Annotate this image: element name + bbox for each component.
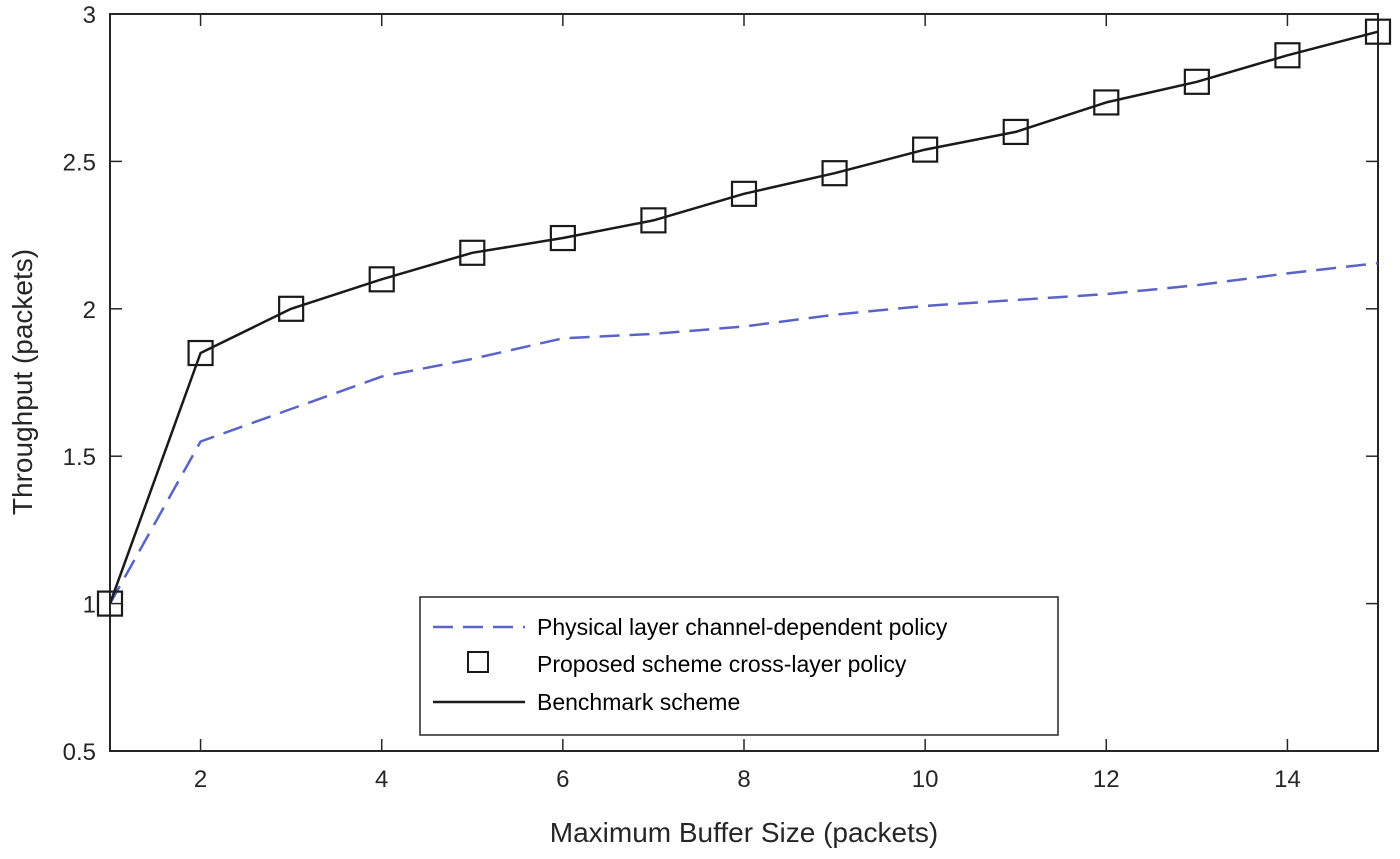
marker-point [187, 339, 214, 367]
x-tick-label: 12 [1093, 766, 1120, 793]
marker-point [1274, 42, 1301, 69]
y-tick-label: 2 [83, 297, 96, 324]
x-axis-title: Maximum Buffer Size (packets) [550, 817, 939, 848]
marker-point [278, 295, 305, 322]
series-line-2 [108, 30, 1379, 605]
x-tick-label: 14 [1274, 766, 1301, 793]
y-tick-label: 3 [83, 2, 96, 29]
legend-label-markers: Proposed scheme cross-layer policy [537, 651, 907, 677]
marker-point [640, 207, 667, 234]
y-tick-label: 1.5 [63, 444, 96, 471]
marker-point [821, 160, 848, 187]
marker-point [549, 224, 576, 252]
marker-point [912, 136, 939, 163]
marker-point [1002, 118, 1029, 146]
y-tick-label: 1 [83, 592, 96, 619]
marker-point [1183, 68, 1210, 95]
legend: Physical layer channel-dependent policy … [419, 596, 1059, 736]
series-layer [96, 18, 1392, 617]
ticks-layer: 2 4 6 8 10 12 14 0.5 1 1.5 2 2.5 3 [63, 2, 1378, 793]
y-tick-label: 2.5 [63, 149, 96, 176]
legend-box [419, 596, 1059, 736]
marker-point [459, 239, 486, 266]
marker-point [1093, 89, 1120, 116]
legend-sample-square-marker [467, 651, 489, 673]
marker-point [96, 590, 124, 617]
marker-point [1364, 18, 1392, 45]
y-tick-label: 0.5 [63, 739, 96, 766]
series-line-0 [108, 261, 1379, 605]
y-axis-title: Throughput (packets) [7, 249, 38, 515]
x-tick-label: 10 [912, 766, 939, 793]
marker-point [368, 266, 395, 293]
x-tick-label: 6 [556, 766, 569, 793]
marker-point [730, 180, 758, 207]
x-tick-label: 8 [737, 766, 750, 793]
legend-label-dashed: Physical layer channel-dependent policy [537, 614, 948, 640]
x-tick-label: 2 [194, 766, 207, 793]
legend-label-solid: Benchmark scheme [537, 689, 740, 715]
x-tick-label: 4 [375, 766, 388, 793]
